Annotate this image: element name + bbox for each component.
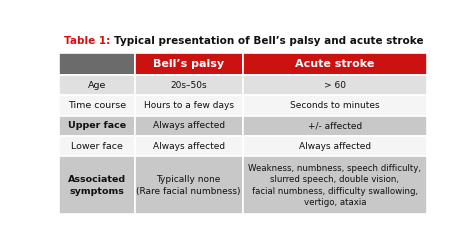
Bar bbox=[59, 136, 135, 156]
Bar bbox=[59, 53, 135, 75]
Bar bbox=[243, 136, 427, 156]
Text: Hours to a few days: Hours to a few days bbox=[144, 101, 234, 110]
Bar bbox=[59, 95, 135, 116]
Text: Table 1:: Table 1: bbox=[64, 36, 114, 46]
Bar bbox=[135, 95, 243, 116]
Bar bbox=[59, 116, 135, 136]
Bar bbox=[59, 75, 135, 95]
Bar bbox=[243, 95, 427, 116]
Bar bbox=[135, 116, 243, 136]
Bar bbox=[243, 75, 427, 95]
Text: +/- affected: +/- affected bbox=[308, 122, 362, 130]
Bar bbox=[59, 156, 135, 214]
Text: Age: Age bbox=[88, 81, 106, 90]
Bar bbox=[135, 136, 243, 156]
Text: Typical presentation of Bell’s palsy and acute stroke: Typical presentation of Bell’s palsy and… bbox=[114, 36, 423, 46]
Text: Associated
symptoms: Associated symptoms bbox=[68, 175, 126, 196]
Text: Lower face: Lower face bbox=[71, 142, 123, 151]
Bar bbox=[59, 29, 427, 53]
Bar bbox=[135, 156, 243, 214]
Text: > 60: > 60 bbox=[324, 81, 346, 90]
Bar bbox=[135, 75, 243, 95]
Text: Typically none
(Rare facial numbness): Typically none (Rare facial numbness) bbox=[137, 175, 241, 196]
Text: Bell’s palsy: Bell’s palsy bbox=[153, 59, 224, 69]
Text: Always affected: Always affected bbox=[153, 122, 225, 130]
Text: 20s–50s: 20s–50s bbox=[171, 81, 207, 90]
Text: Always affected: Always affected bbox=[153, 142, 225, 151]
Bar bbox=[243, 116, 427, 136]
Bar bbox=[243, 53, 427, 75]
Text: Acute stroke: Acute stroke bbox=[295, 59, 374, 69]
Text: Always affected: Always affected bbox=[299, 142, 371, 151]
Bar bbox=[243, 156, 427, 214]
Bar bbox=[135, 53, 243, 75]
Text: Weakness, numbness, speech difficulty,
slurred speech, double vision,
facial num: Weakness, numbness, speech difficulty, s… bbox=[248, 164, 421, 207]
Text: Seconds to minutes: Seconds to minutes bbox=[290, 101, 380, 110]
Text: Upper face: Upper face bbox=[68, 122, 126, 130]
Text: Time course: Time course bbox=[68, 101, 126, 110]
